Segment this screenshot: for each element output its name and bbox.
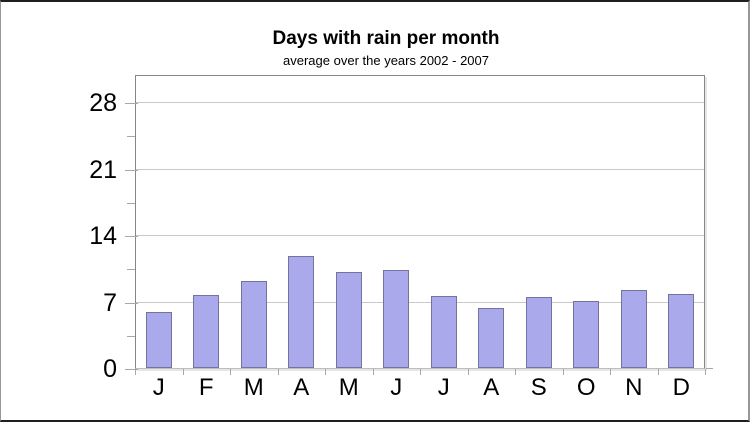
bar-jul [430,296,457,368]
x-label-dec: D [672,374,690,401]
gridline-7 [136,301,704,303]
bar-feb [193,295,220,368]
x-label-may: M [338,374,359,401]
gridline-21 [136,168,704,170]
x-tick-0 [135,369,136,375]
bar-jan [145,312,172,368]
x-label-jul: J [437,374,450,401]
bar-apr [288,256,315,368]
x-tick-3 [277,369,279,375]
x-tick-9 [562,369,564,375]
baseline-right-extension [706,368,713,369]
y-major-tick-14 [125,236,138,237]
x-tick-12 [705,369,706,375]
x-tick-11 [657,369,659,375]
x-label-oct: O [576,374,596,401]
ytick-label-28: 28 [89,89,117,117]
ytick-label-0: 0 [103,355,117,383]
x-label-sep: S [530,374,547,401]
x-tick-2 [230,369,231,375]
y-major-tick-21 [125,169,138,171]
bar-oct [573,301,600,368]
bar-jun [383,270,410,368]
x-label-feb: F [198,374,214,401]
x-tick-7 [467,369,469,375]
y-minor-tick-10-5 [127,269,135,271]
ytick-label-14: 14 [89,222,117,250]
bar-may [335,272,362,368]
gridline-28 [136,102,704,103]
bar-dec [668,294,695,368]
x-label-aug: A [483,374,500,401]
x-label-nov: N [625,374,643,401]
bar-mar [240,281,267,368]
x-label-apr: A [293,374,310,401]
y-minor-tick-3-5 [127,335,135,337]
y-major-tick-0 [125,369,138,370]
y-major-tick-28 [125,103,138,104]
y-minor-tick-17-5 [127,202,135,204]
bar-aug [478,308,505,368]
ytick-label-7: 7 [103,288,117,317]
gridline-14 [136,235,704,236]
y-major-tick-7 [125,302,138,304]
x-label-jun: J [390,374,403,401]
x-tick-1 [182,369,184,375]
x-tick-4 [325,369,326,375]
ytick-label-21: 21 [89,155,117,184]
plot-area [135,75,705,369]
y-minor-tick-24-5 [127,136,135,138]
x-label-mar: M [243,374,264,401]
x-tick-5 [372,369,374,375]
bar-nov [620,290,647,368]
x-label-jan: J [152,374,165,401]
x-tick-8 [515,369,516,375]
chart-subtitle: average over the years 2002 - 2007 [283,53,489,68]
chart-title: Days with rain per month [272,28,500,49]
x-tick-10 [610,369,611,375]
x-tick-6 [420,369,421,375]
bar-sep [525,297,552,368]
